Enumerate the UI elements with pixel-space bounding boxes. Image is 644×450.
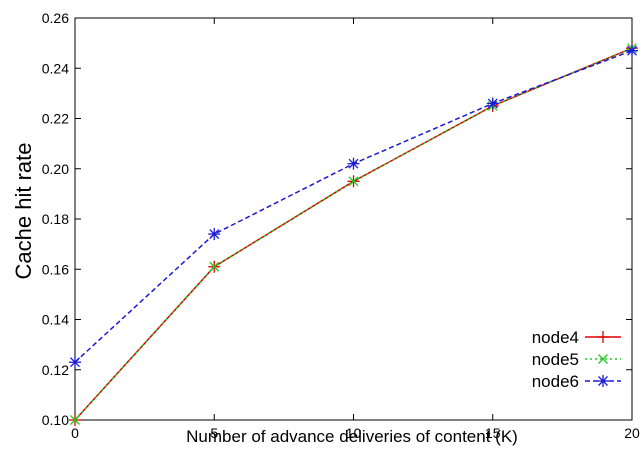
- y-tick-label: 0.22: [42, 111, 69, 127]
- x-axis-title: Number of advance deliveries of content …: [186, 427, 518, 446]
- x-tick-label: 10: [346, 425, 362, 441]
- data-point: [626, 44, 638, 57]
- legend-item: node4: [532, 328, 621, 347]
- marker-stroke: [598, 376, 608, 386]
- y-tick-label: 0.20: [42, 161, 69, 177]
- y-tick-label: 0.16: [42, 261, 69, 277]
- x-tick-label: 15: [485, 425, 501, 441]
- marker-stroke: [70, 357, 80, 368]
- data-point: [347, 157, 360, 170]
- x-tick-label: 20: [624, 425, 640, 441]
- series-line: [74, 49, 633, 363]
- marker-stroke: [209, 229, 220, 240]
- legend-label: node4: [532, 328, 579, 347]
- data-point: [209, 261, 220, 272]
- marker-stroke: [209, 261, 220, 272]
- legend-label: node6: [532, 372, 579, 391]
- y-tick-label: 0.24: [42, 60, 69, 76]
- axes: 0 5 10 15 20 0.10 0.12 0.14 0.16 0.18 0.20 0.22 0.24…: [42, 10, 640, 441]
- y-tick-label: 0.12: [42, 362, 69, 378]
- legend-marker: [597, 375, 609, 387]
- legend-item: node5: [532, 350, 621, 369]
- marker-stroke: [627, 45, 637, 56]
- x-tick-label: 5: [210, 425, 218, 441]
- data-point: [69, 356, 81, 369]
- legend-marker: [598, 354, 608, 364]
- y-tick-label: 0.18: [42, 211, 69, 227]
- data-point: [208, 228, 221, 241]
- y-axis-title: Cache hit rate: [11, 143, 36, 280]
- y-tick-label: 0.14: [42, 312, 69, 328]
- data-point: [486, 97, 499, 110]
- legend-marker: [597, 331, 609, 343]
- legend-label: node5: [532, 350, 579, 369]
- marker-stroke: [598, 354, 608, 364]
- x-tick-label: 0: [71, 425, 79, 441]
- series-group: [69, 42, 638, 426]
- series-node6: [69, 44, 638, 369]
- data-point: [70, 415, 80, 425]
- marker-stroke: [348, 158, 359, 169]
- marker-stroke: [70, 415, 80, 425]
- legend: node4 node5 node6: [532, 328, 621, 391]
- y-tick-label: 0.26: [42, 10, 69, 26]
- marker-stroke: [487, 98, 498, 109]
- legend-item: node6: [532, 372, 621, 391]
- y-tick-label: 0.10: [42, 412, 69, 428]
- data-point: [348, 176, 359, 187]
- marker-stroke: [348, 176, 359, 187]
